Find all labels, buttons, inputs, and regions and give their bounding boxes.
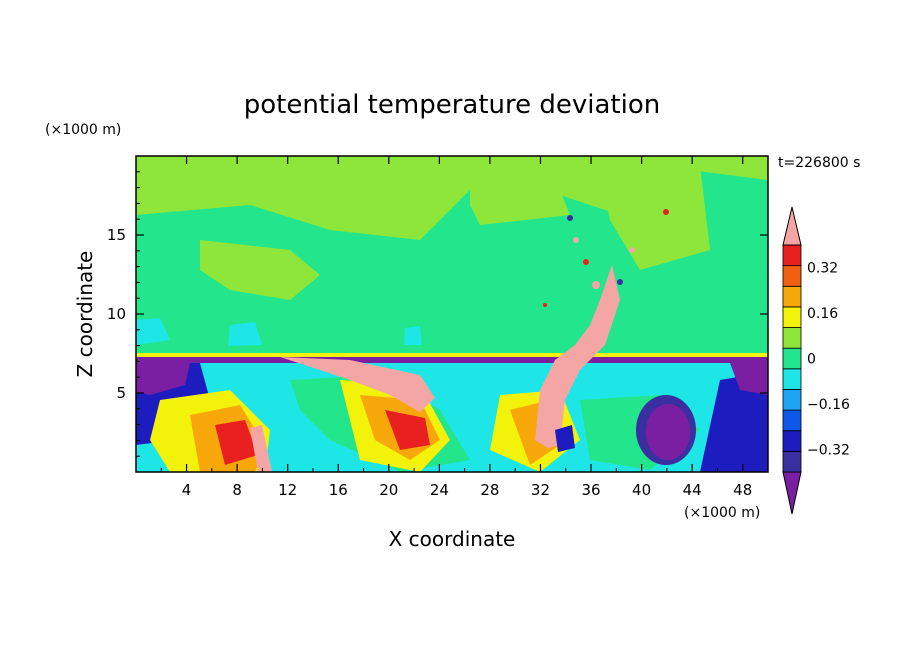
x-tick-label: 8 [232, 481, 242, 499]
colorbar-tick-label: 0.32 [807, 261, 838, 277]
colorbar-swatch [782, 347, 802, 370]
colorbar-swatch [782, 285, 802, 308]
field-blue-lower [136, 363, 768, 472]
field-cold-pool-core [646, 404, 690, 460]
colorbar-min-arrow [782, 471, 802, 515]
x-tick-label: 20 [379, 481, 398, 499]
field-warm-sheet [280, 357, 435, 412]
x-tick-label: 40 [632, 481, 651, 499]
colorbar-swatch [782, 368, 802, 390]
colorbar-swatch [782, 327, 802, 349]
y-tick-label: 5 [116, 384, 126, 402]
field-small-cells [543, 209, 669, 307]
y-axis-label: Z coordinate [73, 251, 97, 378]
field-convective-tower [535, 265, 620, 448]
field-red-warm [215, 410, 430, 465]
colorbar-tick-label: 0 [807, 352, 816, 368]
y-tick-label: 10 [107, 305, 126, 323]
colorbar-swatch [782, 244, 802, 267]
colorbar-swatch [782, 265, 802, 287]
x-tick-label: 48 [733, 481, 752, 499]
x-tick-label: 44 [683, 481, 702, 499]
field-cold-column [555, 425, 575, 452]
field-warm-plume-left [250, 425, 272, 472]
field-lime-streaks-left [200, 240, 320, 300]
field-tropopause-cold [136, 357, 768, 363]
time-label: t=226800 s [778, 155, 860, 171]
x-tick-label: 32 [531, 481, 550, 499]
colorbar: 0.32 0.16 0 −0.16 −0.32 [782, 206, 850, 515]
x-tick-label: 12 [278, 481, 297, 499]
colorbar-swatch [782, 409, 802, 432]
colorbar-max-arrow [782, 206, 802, 246]
x-tick-label: 28 [480, 481, 499, 499]
y-unit-label: (×1000 m) [45, 122, 121, 138]
colorbar-tick-label: 0.16 [807, 306, 838, 322]
chart-title: potential temperature deviation [244, 90, 660, 120]
x-unit-label: (×1000 m) [684, 505, 760, 521]
x-tick-label: 36 [581, 481, 600, 499]
field-lime-streaks-right [470, 165, 710, 270]
x-axis-label: X coordinate [389, 527, 516, 551]
field-orange-warm [190, 395, 560, 472]
y-tick-label: 15 [107, 226, 126, 244]
x-tick-label: 16 [329, 481, 348, 499]
colorbar-swatch [782, 389, 802, 411]
colorbar-swatch [782, 306, 802, 328]
colorbar-tick-label: −0.16 [807, 397, 850, 413]
colorbar-tick-label: −0.32 [807, 442, 850, 458]
colorbar-swatch [782, 430, 802, 452]
x-tick-label: 24 [430, 481, 449, 499]
plot-area [136, 156, 768, 472]
colorbar-swatch [782, 450, 802, 473]
x-tick-label: 4 [182, 481, 192, 499]
